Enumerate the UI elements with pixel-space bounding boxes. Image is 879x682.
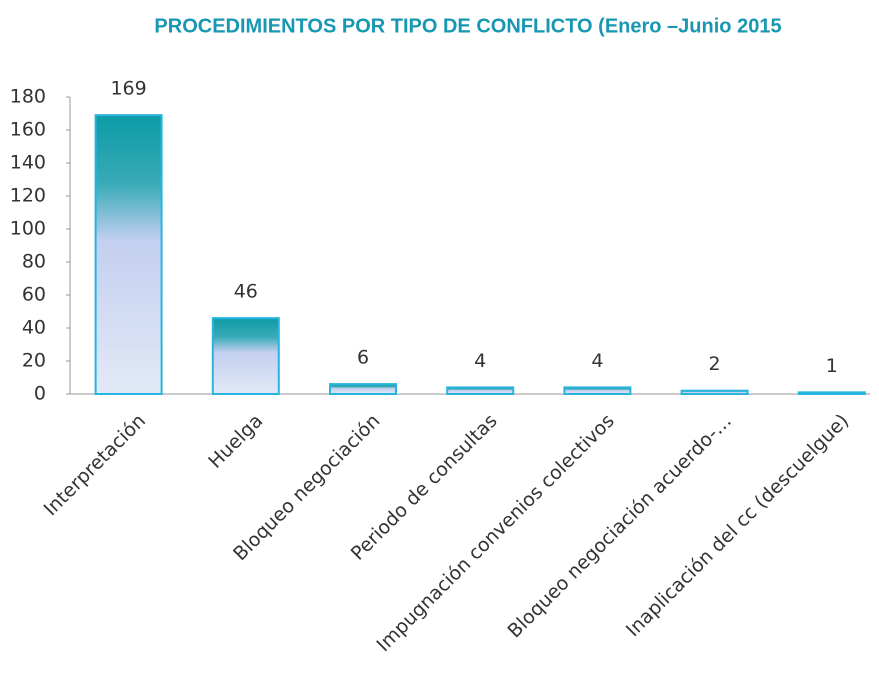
y-tick-label: 0 (34, 383, 46, 405)
value-label: 4 (591, 350, 603, 372)
value-label: 46 (234, 281, 258, 303)
y-tick-label: 20 (22, 350, 46, 372)
bar (563, 386, 632, 395)
y-tick-label: 40 (22, 317, 46, 339)
chart-title: PROCEDIMIENTOS POR TIPO DE CONFLICTO (En… (154, 15, 781, 37)
bar (94, 114, 163, 396)
y-tick-label: 120 (10, 185, 46, 207)
x-tick-label: Huelga (204, 410, 267, 473)
bar (797, 391, 866, 396)
bar (446, 386, 515, 395)
x-tick-label: Bloqueo negociación acuerdo-… (504, 410, 737, 643)
y-tick-label: 160 (10, 119, 46, 141)
value-label: 2 (709, 353, 721, 375)
x-tick-label: Inaplicación del cc (descuelgue) (622, 410, 853, 641)
y-tick-label: 180 (10, 86, 46, 108)
y-tick-label: 60 (22, 284, 46, 306)
value-label: 6 (357, 347, 369, 369)
y-tick-label: 80 (22, 251, 46, 273)
bar (680, 389, 749, 396)
y-tick-label: 140 (10, 152, 46, 174)
value-label: 1 (826, 355, 838, 377)
value-label: 4 (474, 350, 486, 372)
x-tick-label: Impugnación convenios colectivos (373, 410, 619, 656)
bar (211, 317, 280, 396)
x-tick-label: Interpretación (40, 410, 150, 520)
y-tick-label: 100 (10, 218, 46, 240)
bar (329, 383, 397, 396)
value-label: 169 (110, 78, 146, 100)
